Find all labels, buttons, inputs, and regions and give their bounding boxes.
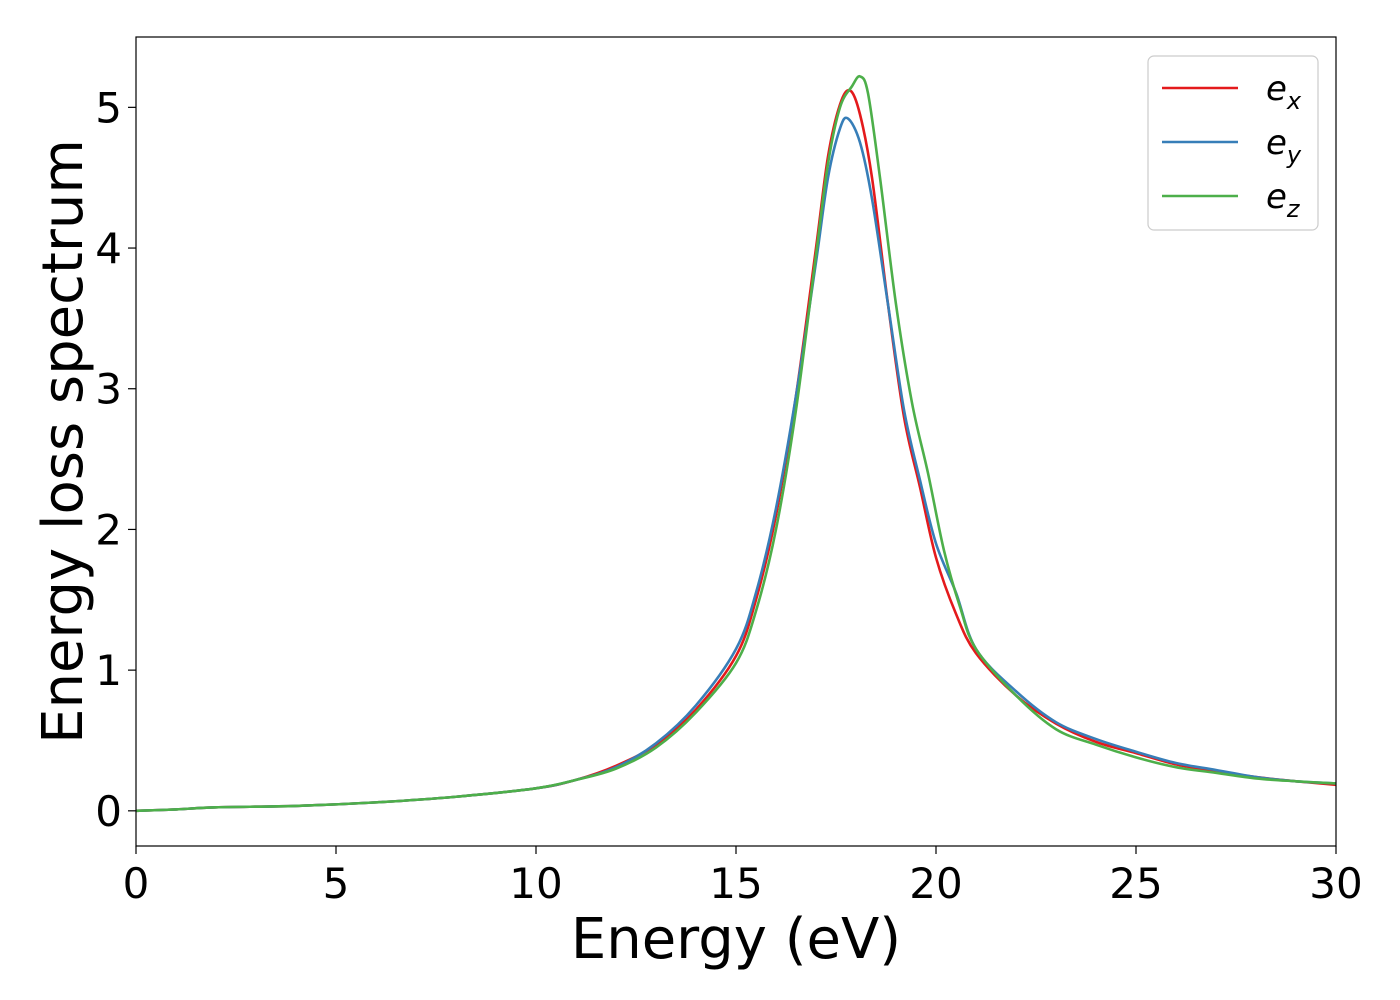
x-axis-title: Energy (eV) [571,907,901,972]
series-line-z [136,74,1336,813]
y-axis-title: Energy loss spectrum [31,139,96,744]
y-tick-label: 4 [95,224,122,273]
x-tick-label: 30 [1309,859,1362,908]
series-layer [136,74,1336,813]
y-tick-label: 3 [95,365,122,414]
x-tick-label: 10 [509,859,562,908]
x-tick-label: 0 [123,859,150,908]
y-tick-label: 2 [95,505,122,554]
legend-label-x: ex [1266,69,1302,115]
y-axis: 0 1 2 3 4 5 [95,83,136,836]
x-tick-label: 25 [1109,859,1162,908]
x-axis: 0 5 10 15 20 25 30 [123,846,1363,908]
legend-label-z: ez [1266,177,1301,223]
x-tick-label: 15 [709,859,762,908]
y-tick-label: 5 [95,83,122,132]
x-tick-label: 5 [323,859,350,908]
y-tick-label: 0 [95,787,122,836]
y-tick-label: 1 [95,646,122,695]
legend-label-y: ey [1266,123,1302,169]
legend: ex ey ez [1147,55,1319,231]
x-tick-label: 20 [909,859,962,908]
